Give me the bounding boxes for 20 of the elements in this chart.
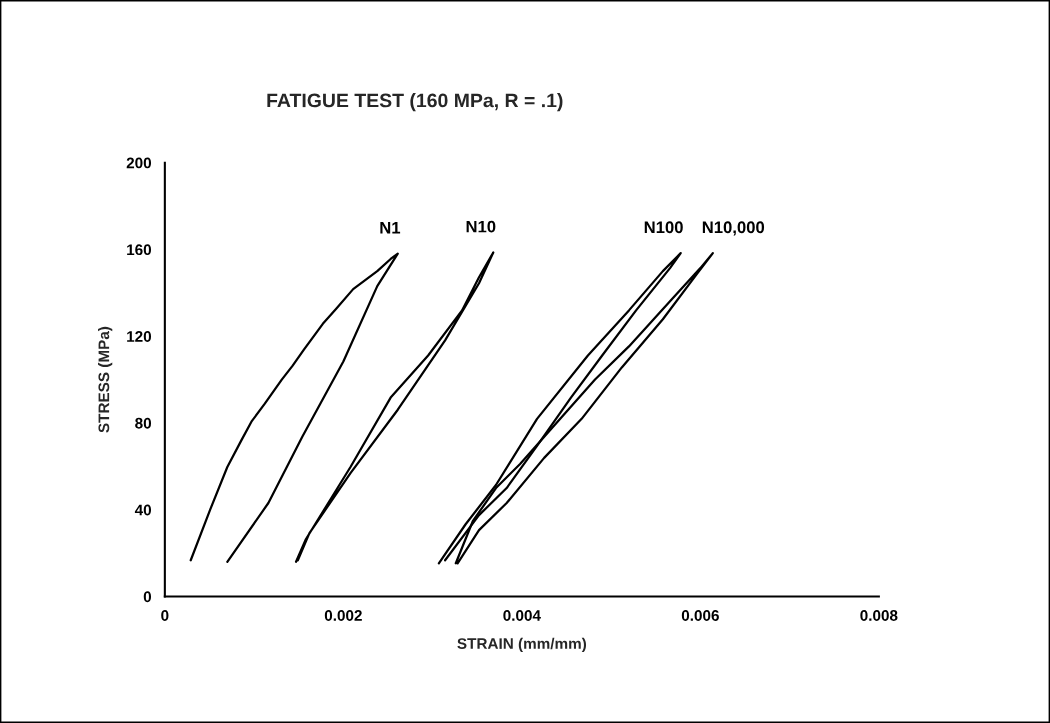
series-label: N10,000 bbox=[702, 221, 765, 236]
series-label: N100 bbox=[644, 221, 683, 234]
x-tick-label: 0.008 bbox=[860, 610, 898, 621]
line-series bbox=[189, 252, 399, 563]
y-tick-label: 120 bbox=[127, 331, 152, 342]
x-tick-label: 0.004 bbox=[503, 610, 541, 621]
y-tick-label: 80 bbox=[135, 417, 152, 429]
y-tick-label: 0 bbox=[143, 591, 152, 603]
chart-title: FATIGUE TEST (160 MPa, R = .1) bbox=[267, 93, 563, 112]
x-axis-title: STRAIN (mm/mm) bbox=[457, 637, 587, 653]
x-tick-label: 0.002 bbox=[324, 610, 362, 621]
x-tick-label: 0.006 bbox=[681, 610, 719, 621]
series-label: N1 bbox=[380, 221, 401, 234]
y-tick-label: 40 bbox=[134, 504, 152, 516]
y-axis-title: STRESS (MPa) bbox=[98, 326, 113, 433]
line-series bbox=[294, 251, 495, 563]
y-tick-label: 200 bbox=[126, 157, 152, 169]
y-tick-label: 160 bbox=[127, 244, 152, 256]
x-tick-label: 0 bbox=[161, 610, 169, 621]
series-label: N10 bbox=[466, 220, 496, 233]
